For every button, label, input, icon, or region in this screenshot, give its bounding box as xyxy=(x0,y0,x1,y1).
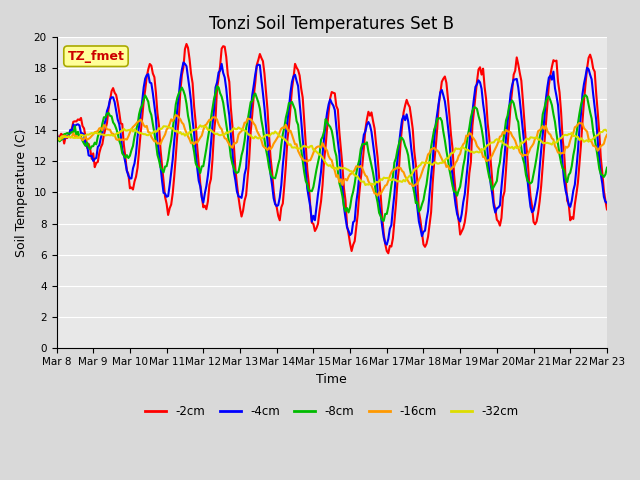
-2cm xyxy=(68,126,76,132)
-32cm xyxy=(68,134,76,140)
Text: TZ_fmet: TZ_fmet xyxy=(68,50,124,63)
-4cm xyxy=(52,135,60,141)
Title: Tonzi Soil Temperatures Set B: Tonzi Soil Temperatures Set B xyxy=(209,15,454,33)
-8cm xyxy=(380,218,388,224)
Line: -8cm: -8cm xyxy=(56,86,607,221)
-16cm xyxy=(68,134,76,140)
-2cm xyxy=(539,163,547,169)
-16cm xyxy=(539,123,547,129)
-32cm xyxy=(400,177,408,183)
-8cm xyxy=(68,129,76,135)
-32cm xyxy=(388,178,396,183)
-2cm xyxy=(388,244,396,250)
-8cm xyxy=(213,84,221,89)
Line: -4cm: -4cm xyxy=(56,62,607,245)
-8cm xyxy=(52,135,60,141)
-32cm xyxy=(155,125,163,131)
-16cm xyxy=(603,132,611,138)
-2cm xyxy=(603,206,611,212)
Line: -16cm: -16cm xyxy=(56,115,607,196)
-32cm xyxy=(539,140,547,146)
Legend: -2cm, -4cm, -8cm, -16cm, -32cm: -2cm, -4cm, -8cm, -16cm, -32cm xyxy=(140,400,524,422)
-16cm xyxy=(374,193,381,199)
-8cm xyxy=(400,138,408,144)
-32cm xyxy=(369,181,377,187)
-16cm xyxy=(52,136,60,142)
X-axis label: Time: Time xyxy=(316,373,347,386)
-8cm xyxy=(155,157,163,163)
-32cm xyxy=(52,135,60,141)
-8cm xyxy=(539,111,547,117)
-4cm xyxy=(367,129,375,134)
-8cm xyxy=(388,182,396,188)
-2cm xyxy=(52,130,60,135)
-16cm xyxy=(172,112,180,118)
-2cm xyxy=(155,122,163,128)
-4cm xyxy=(603,200,611,206)
-32cm xyxy=(196,122,204,128)
-16cm xyxy=(400,169,408,175)
-4cm xyxy=(388,222,396,228)
-4cm xyxy=(68,128,76,133)
-8cm xyxy=(367,163,375,168)
Y-axis label: Soil Temperature (C): Soil Temperature (C) xyxy=(15,128,28,257)
-16cm xyxy=(388,169,396,175)
Line: -2cm: -2cm xyxy=(56,44,607,253)
-4cm xyxy=(383,242,390,248)
-16cm xyxy=(155,140,163,146)
Line: -32cm: -32cm xyxy=(56,125,607,185)
-32cm xyxy=(603,128,611,134)
-2cm xyxy=(385,251,392,256)
-2cm xyxy=(182,41,190,47)
-4cm xyxy=(539,132,547,137)
-16cm xyxy=(367,182,375,188)
-8cm xyxy=(603,165,611,170)
-4cm xyxy=(400,113,408,119)
-2cm xyxy=(400,109,408,115)
-4cm xyxy=(155,150,163,156)
-32cm xyxy=(362,182,369,188)
-2cm xyxy=(367,109,375,115)
-4cm xyxy=(180,60,188,65)
